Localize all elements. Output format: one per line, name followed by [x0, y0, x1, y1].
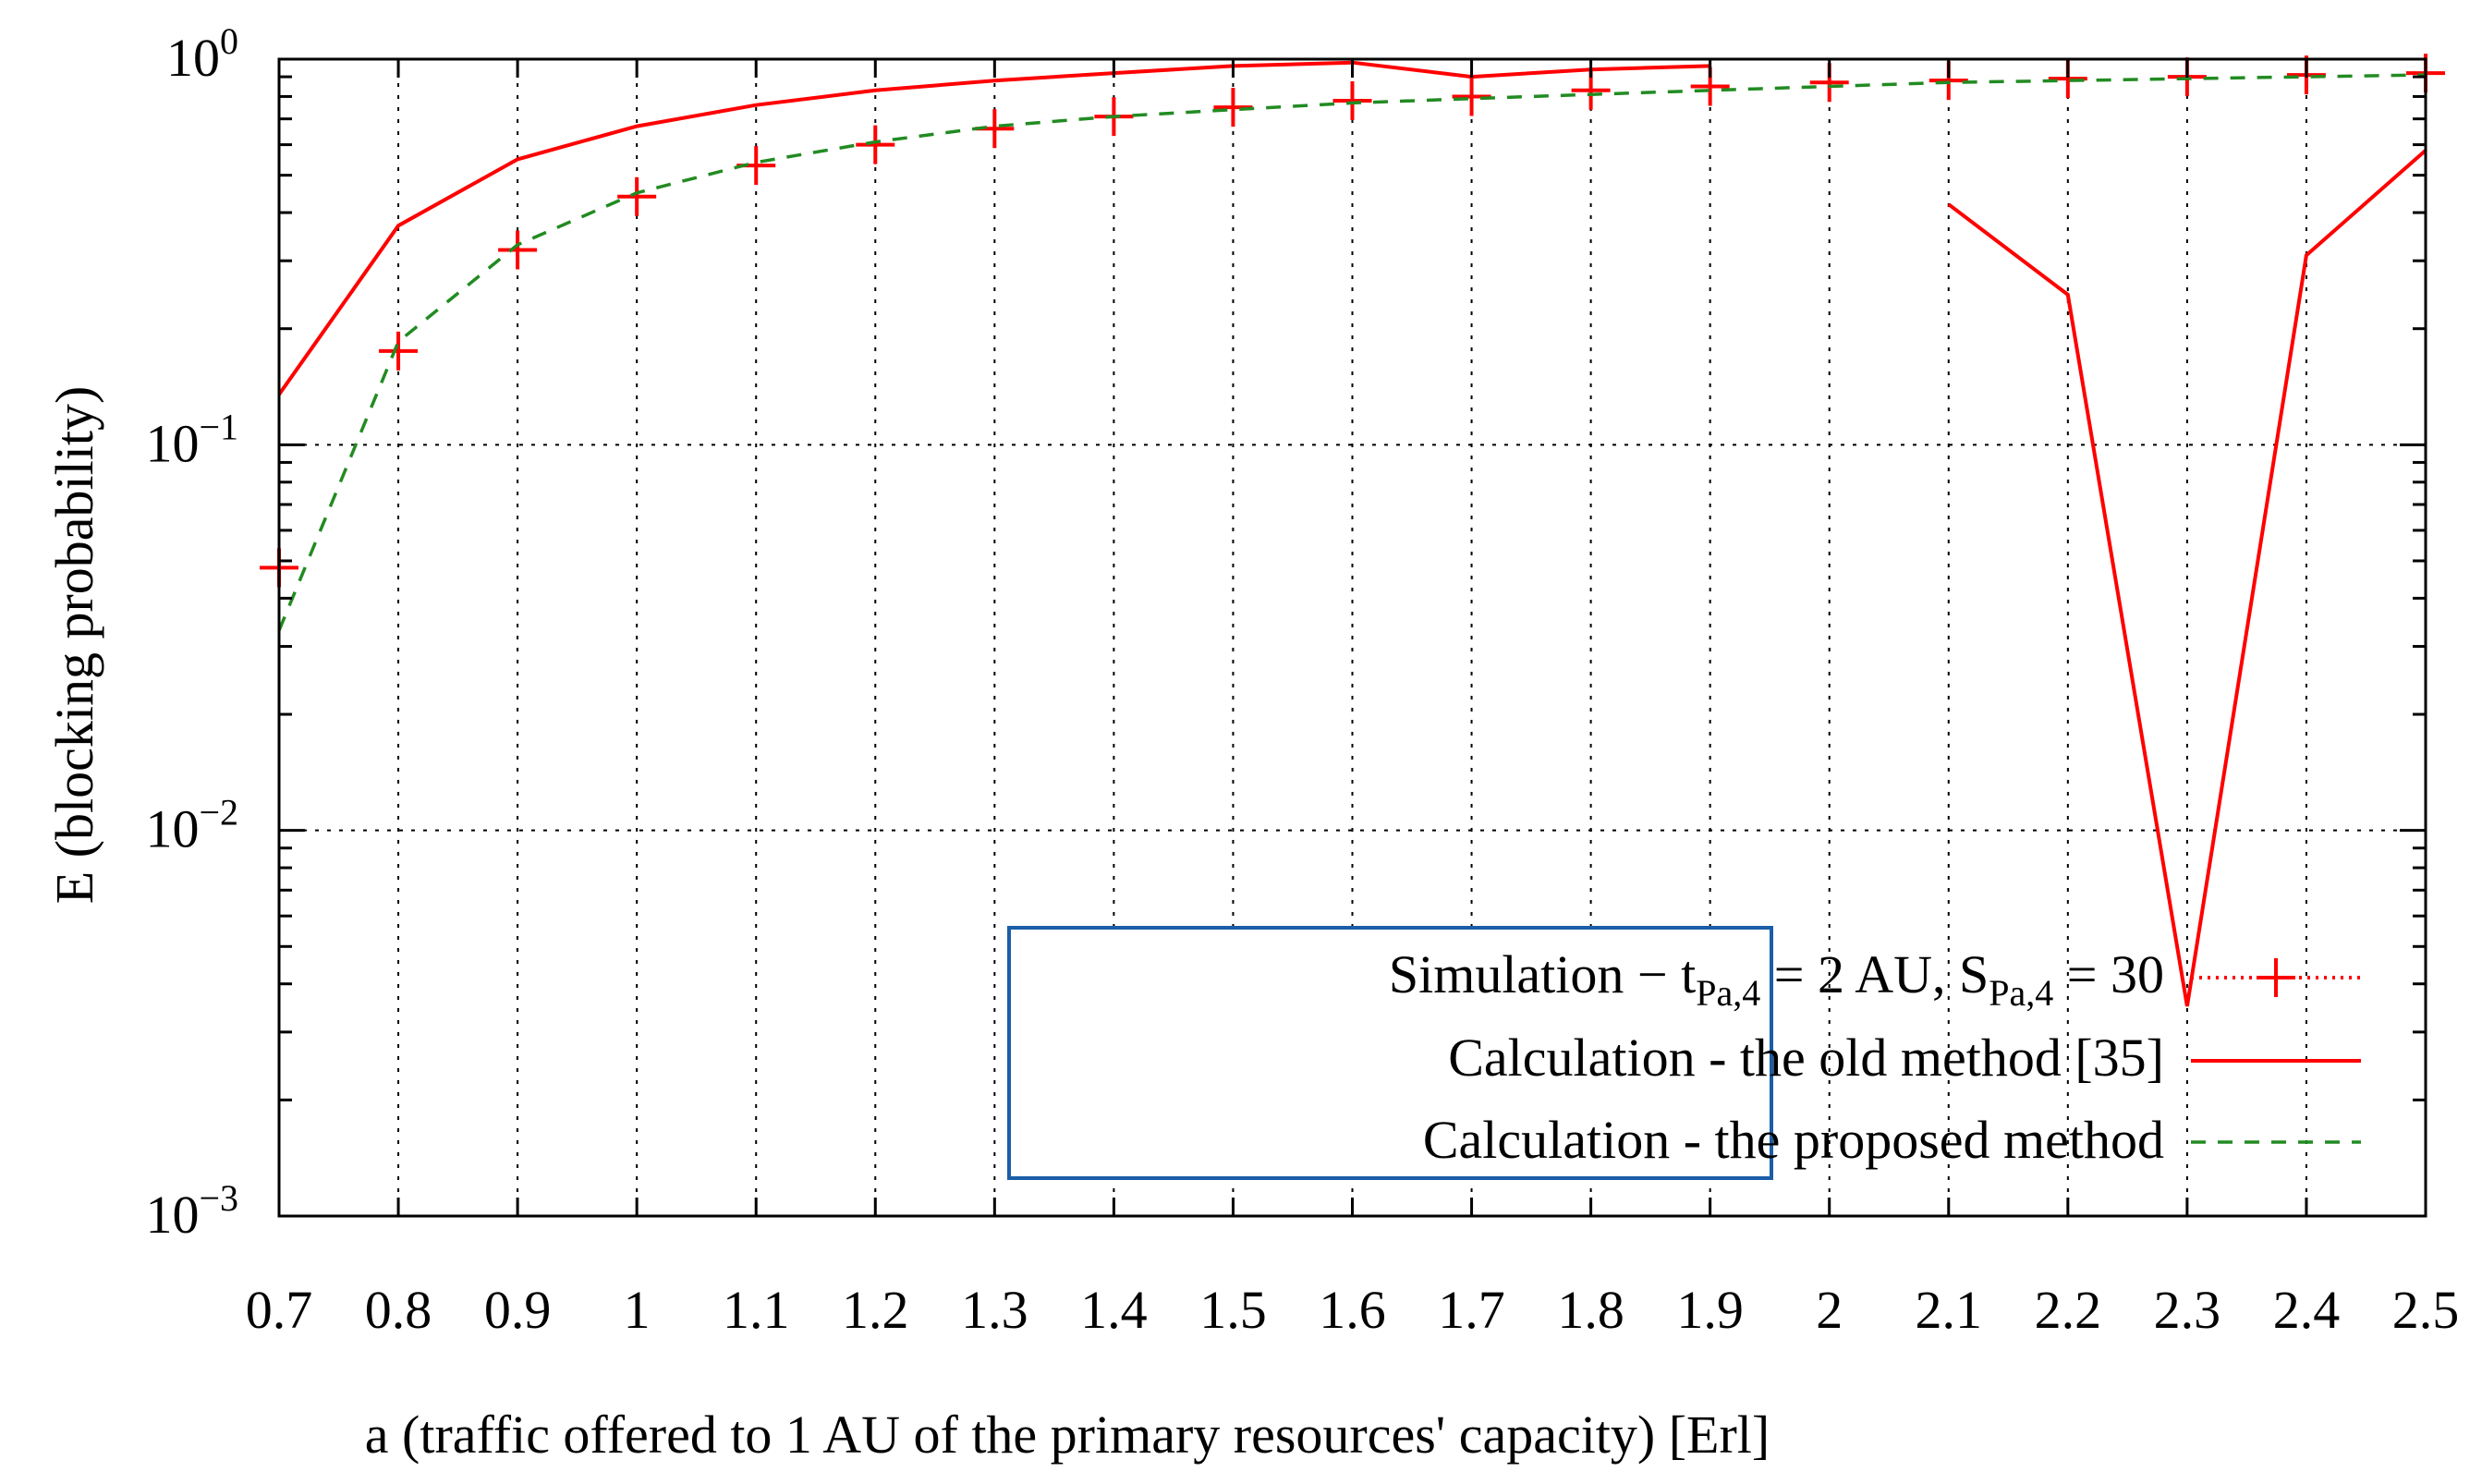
legend-sample-simulation-marker — [2257, 958, 2295, 997]
x-tick-label: 2.2 — [2035, 1280, 2102, 1340]
x-tick-label: 1.8 — [1557, 1280, 1624, 1340]
x-tick-label: 1.5 — [1199, 1280, 1267, 1340]
x-tick-label: 1.4 — [1080, 1280, 1148, 1340]
simulation-point — [1452, 77, 1491, 116]
y-tick-label: 10−2 — [145, 792, 238, 859]
x-tick-label: 0.9 — [484, 1280, 552, 1340]
simulation-point — [498, 230, 538, 270]
x-tick-label: 0.8 — [365, 1280, 432, 1340]
x-tick-label: 2.4 — [2273, 1280, 2341, 1340]
y-tick-label: 10−3 — [145, 1177, 238, 1245]
simulation-point — [379, 331, 419, 371]
y-tick-label: 10−1 — [145, 406, 238, 473]
proposed-method-line — [277, 73, 2427, 631]
series-layer — [260, 54, 2445, 1007]
x-tick-label: 1.6 — [1319, 1280, 1386, 1340]
x-tick-label: 1.2 — [842, 1280, 909, 1340]
legend-label-proposed-method: Calculation - the proposed method — [1423, 1110, 2164, 1170]
x-tick-label: 1.3 — [961, 1280, 1028, 1340]
x-tick-label: 2.3 — [2154, 1280, 2221, 1340]
plot-frame — [277, 57, 2427, 1218]
simulation-point — [617, 176, 657, 216]
legend: Simulation − tPa,4 = 2 AU, SPa,4 = 30 Ca… — [1007, 926, 2361, 1180]
x-tick-label: 1.7 — [1438, 1280, 1505, 1340]
grid — [279, 58, 2426, 1216]
tick-labels: 0.7 0.8 0.9 1 1.1 1.2 1.3 1.4 1.5 1.6 1.7 1.8 1.9 2 2.… — [145, 20, 2459, 1340]
legend-label-old-method: Calculation - the old method [35] — [1448, 1028, 2164, 1088]
simulation-point — [856, 125, 895, 164]
x-tick-label: 2 — [1816, 1280, 1843, 1340]
axes-frame — [277, 57, 2427, 1218]
legend-label-simulation: Simulation − tPa,4 = 2 AU, SPa,4 = 30 — [1389, 944, 2164, 1014]
old-method-line — [1947, 149, 2427, 1007]
legend-box — [1007, 926, 1773, 1180]
y-tick-label: 100 — [166, 20, 238, 88]
x-axis-label: a (traffic offered to 1 AU of the primar… — [365, 1405, 1770, 1465]
y-axis-label: E (blocking probability) — [44, 386, 104, 905]
series-2 — [277, 73, 2427, 631]
x-tick-label: 1.1 — [723, 1280, 790, 1340]
x-tick-label: 1.9 — [1676, 1280, 1744, 1340]
x-tick-label: 0.7 — [246, 1280, 313, 1340]
x-tick-label: 1 — [624, 1280, 651, 1340]
simulation-point — [1332, 81, 1372, 121]
x-tick-label: 2.5 — [2392, 1280, 2460, 1340]
x-tick-label: 2.1 — [1916, 1280, 1983, 1340]
legend-samples — [2191, 958, 2361, 1144]
